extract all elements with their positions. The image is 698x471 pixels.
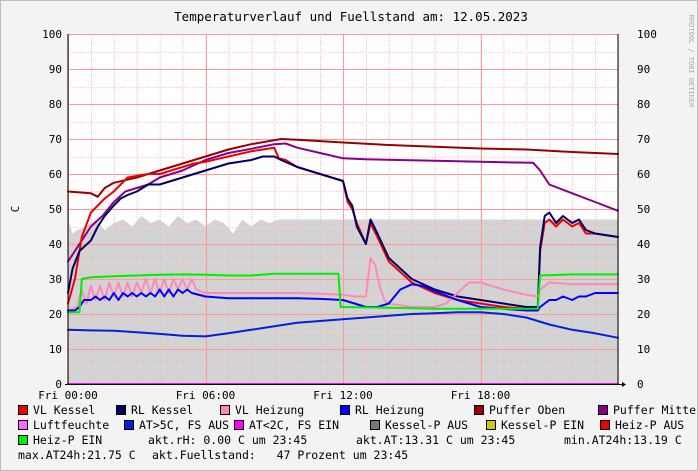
legend-item: Luftfeuchte <box>18 418 109 433</box>
y-tick-label-left: 10 <box>49 343 62 356</box>
y-tick-label-left: 30 <box>49 273 62 286</box>
series-line <box>67 311 619 339</box>
y-tick-label-left: 0 <box>55 378 62 391</box>
legend-swatch <box>340 404 350 415</box>
legend-item: Heiz-P EIN <box>18 433 102 448</box>
y-tick-label-right: 60 <box>637 168 650 181</box>
legend-item: AT<2C, FS EIN <box>234 418 339 433</box>
x-axis-arrow <box>622 382 626 387</box>
series-line <box>67 155 619 308</box>
legend-label: VL Kessel <box>33 403 96 417</box>
legend-item: VL Heizung <box>220 403 304 418</box>
legend-label: AT>5C, FS AUS <box>139 418 230 432</box>
legend-swatch <box>234 419 244 430</box>
legend-swatch <box>220 404 230 415</box>
legend-item: Heiz-P AUS <box>600 418 684 433</box>
y-tick-label-right: 50 <box>637 203 650 216</box>
legend-label: Puffer Oben <box>489 403 566 417</box>
legend-label: Heiz-P AUS <box>615 418 685 432</box>
legend-swatch <box>486 419 496 430</box>
legend-item: Puffer Oben <box>474 403 565 418</box>
y-tick-label-left: 40 <box>49 238 62 251</box>
y-tick-label-left: 60 <box>49 168 62 181</box>
legend-item: RL Heizung <box>340 403 424 418</box>
y-tick-label-right: 80 <box>637 98 650 111</box>
y-tick-label-left: 20 <box>49 308 62 321</box>
legend-swatch <box>600 419 610 430</box>
series-line <box>67 142 619 263</box>
x-tick-label: Fri 18:00 <box>451 389 511 402</box>
legend-label: AT<2C, FS EIN <box>249 418 340 432</box>
rrdtool-watermark: RRDTOOL / TOBI OETIKER <box>687 15 695 109</box>
y-tick-label-right: 0 <box>637 378 644 391</box>
y-tick-label-left: 80 <box>49 98 62 111</box>
chart-title: Temperaturverlauf und Fuellstand am: 12.… <box>174 9 528 24</box>
y-tick-label-left: 70 <box>49 133 62 146</box>
series-line <box>67 138 619 198</box>
y-tick-label-right: 90 <box>637 63 650 76</box>
legend-label: RL Kessel <box>131 403 194 417</box>
stat-min-temp: min.AT24h:13.19 C <box>564 433 682 447</box>
legend-swatch <box>18 434 28 445</box>
stat-humidity: akt.rH: 0.00 C um 23:45 <box>148 433 308 447</box>
legend-swatch <box>18 404 28 415</box>
y-tick-label-right: 40 <box>637 238 650 251</box>
legend-item: Puffer Mitte <box>598 403 696 418</box>
legend-swatch <box>370 419 380 430</box>
y-tick-label-right: 100 <box>637 28 657 41</box>
y-tick-label-right: 10 <box>637 343 650 356</box>
y-tick-label-right: 30 <box>637 273 650 286</box>
legend-swatch <box>124 419 134 430</box>
stat-max-temp: max.AT24h:21.75 C <box>18 448 136 462</box>
y-tick-label-left: 50 <box>49 203 62 216</box>
legend-label: Puffer Mitte <box>613 403 697 417</box>
y-tick-label-left: 100 <box>42 28 62 41</box>
legend-item: Kessel-P EIN <box>486 418 584 433</box>
legend-item: Kessel-P AUS <box>370 418 468 433</box>
stat-outdoor-temp: akt.AT:13.31 C um 23:45 <box>356 433 516 447</box>
y-tick-label-right: 20 <box>637 308 650 321</box>
legend-swatch <box>474 404 484 415</box>
legend-label: RL Heizung <box>355 403 425 417</box>
y-tick-label-right: 70 <box>637 133 650 146</box>
stat-fill-level: akt.Fuellstand: 47 Prozent um 23:45 <box>152 448 409 462</box>
x-tick-label: Fri 06:00 <box>176 389 236 402</box>
legend-label: Kessel-P EIN <box>501 418 585 432</box>
x-tick-label: Fri 12:00 <box>313 389 373 402</box>
legend-label: VL Heizung <box>235 403 305 417</box>
legend-swatch <box>598 404 608 415</box>
x-tick-label: Fri 00:00 <box>38 389 98 402</box>
legend-label: Luftfeuchte <box>33 418 110 432</box>
legend-swatch <box>18 419 28 430</box>
y-tick-label-left: 90 <box>49 63 62 76</box>
legend-item: AT>5C, FS AUS <box>124 418 229 433</box>
series-line <box>67 283 619 312</box>
legend-swatch <box>116 404 126 415</box>
chart-ylabel: C <box>9 206 22 213</box>
legend-item: VL Kessel <box>18 403 95 418</box>
legend-item: RL Kessel <box>116 403 193 418</box>
legend-label: Kessel-P AUS <box>385 418 469 432</box>
temperature-chart: Temperaturverlauf und Fuellstand am: 12.… <box>9 9 695 402</box>
series-line <box>67 272 619 314</box>
legend-label: Heiz-P EIN <box>33 433 103 447</box>
